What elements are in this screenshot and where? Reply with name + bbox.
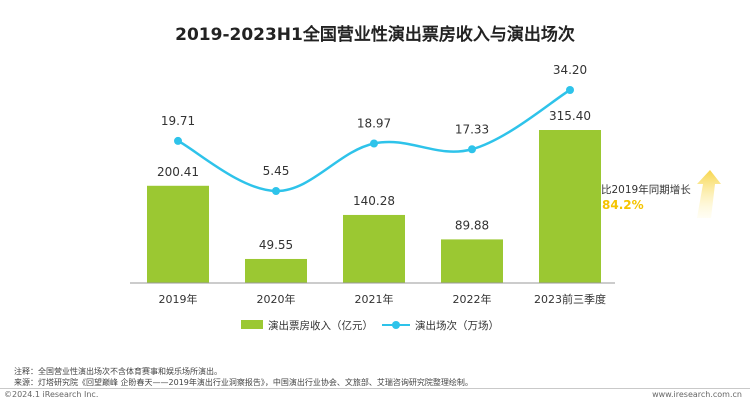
footer-divider: [0, 388, 750, 389]
bar-3: [441, 239, 503, 283]
chart-note: 注释：全国营业性演出场次不含体育赛事和娱乐场所演出。: [14, 367, 222, 376]
website-link[interactable]: www.iresearch.com.cn: [652, 390, 742, 399]
line-point-4: [566, 86, 574, 94]
line-value-label-4: 34.20: [553, 63, 587, 77]
bar-2: [343, 214, 405, 283]
growth-annotation-value: 84.2%: [602, 198, 644, 212]
bar-1: [245, 258, 307, 283]
legend-line-marker: [392, 321, 400, 329]
bar-0: [147, 185, 209, 283]
chart-title: 2019-2023H1全国营业性演出票房收入与演出场次: [175, 25, 575, 45]
line-value-label-1: 5.45: [263, 164, 290, 178]
line-point-0: [174, 136, 182, 145]
x-tick-label-1: 2020年: [257, 292, 296, 306]
bar-value-label-2: 140.28: [353, 194, 395, 208]
x-tick-label-4: 2023前三季度: [534, 292, 606, 306]
growth-annotation-text: 比2019年同期增长: [601, 183, 691, 196]
bar-value-label-0: 200.41: [157, 165, 199, 179]
bar-value-label-4: 315.40: [549, 109, 591, 123]
copyright: ©2024.1 iResearch Inc.: [4, 390, 99, 399]
line-point-1: [272, 187, 280, 195]
legend-bar-label: 演出票房收入（亿元）: [268, 319, 373, 332]
line-value-label-3: 17.33: [455, 122, 489, 136]
line-value-label-2: 18.97: [357, 117, 391, 131]
legend-line-label: 演出场次（万场）: [415, 319, 499, 332]
line-point-2: [370, 139, 378, 148]
combo-chart: 200.41 49.55 140.28 89.88 315.40 2019年 2020年 2…: [130, 63, 721, 332]
bar-value-label-1: 49.55: [259, 238, 293, 252]
chart-source: 来源：灯塔研究院《回望巅峰 企盼春天——2019年演出行业洞察报告》，中国演出行…: [14, 378, 473, 387]
growth-arrow-icon: [697, 170, 721, 218]
x-tick-label-3: 2022年: [453, 292, 492, 306]
x-tick-label-0: 2019年: [159, 292, 198, 306]
x-tick-label-2: 2021年: [355, 292, 394, 306]
line-point-3: [468, 145, 476, 154]
bar-4: [539, 130, 601, 283]
legend-bar-swatch: [241, 320, 263, 329]
line-value-label-0: 19.71: [161, 114, 195, 128]
bar-value-label-3: 89.88: [455, 218, 489, 232]
